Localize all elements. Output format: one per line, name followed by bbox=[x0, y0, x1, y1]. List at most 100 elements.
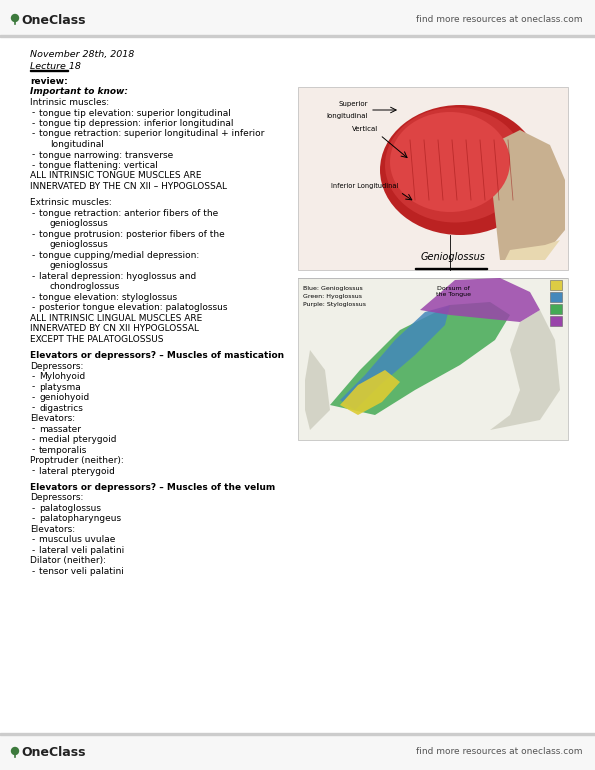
Text: Inferior Longitudinal: Inferior Longitudinal bbox=[331, 183, 398, 189]
Text: Elevators or depressors? – Muscles of the velum: Elevators or depressors? – Muscles of th… bbox=[30, 483, 275, 492]
Circle shape bbox=[11, 748, 18, 755]
Bar bbox=[0, 735, 595, 770]
Polygon shape bbox=[305, 350, 330, 430]
Text: Elevators:: Elevators: bbox=[30, 525, 75, 534]
Text: -: - bbox=[32, 446, 35, 454]
Text: -: - bbox=[32, 393, 35, 402]
Circle shape bbox=[11, 15, 18, 22]
Text: -: - bbox=[32, 372, 35, 381]
Text: Depressors:: Depressors: bbox=[30, 362, 83, 370]
Text: Superior: Superior bbox=[339, 101, 368, 107]
Text: tongue protrusion: posterior fibers of the: tongue protrusion: posterior fibers of t… bbox=[39, 229, 225, 239]
Text: longitudinal: longitudinal bbox=[50, 140, 104, 149]
Bar bbox=[298, 87, 568, 270]
Text: musculus uvulae: musculus uvulae bbox=[39, 535, 115, 544]
Polygon shape bbox=[505, 240, 560, 260]
Text: tongue retraction: superior longitudinal + inferior: tongue retraction: superior longitudinal… bbox=[39, 129, 264, 139]
Text: -: - bbox=[32, 424, 35, 434]
Text: -: - bbox=[32, 229, 35, 239]
Text: find more resources at oneclass.com: find more resources at oneclass.com bbox=[416, 15, 583, 24]
Ellipse shape bbox=[390, 112, 510, 212]
Text: -: - bbox=[32, 251, 35, 259]
Text: -: - bbox=[32, 272, 35, 281]
Text: Proptruder (neither):: Proptruder (neither): bbox=[30, 456, 124, 465]
Text: -: - bbox=[32, 109, 35, 118]
Text: tongue retraction: anterior fibers of the: tongue retraction: anterior fibers of th… bbox=[39, 209, 218, 218]
Text: lateral depression: hyoglossus and: lateral depression: hyoglossus and bbox=[39, 272, 196, 281]
Text: -: - bbox=[32, 567, 35, 576]
Text: lateral pterygoid: lateral pterygoid bbox=[39, 467, 115, 476]
Text: temporalis: temporalis bbox=[39, 446, 87, 454]
Text: Elevators:: Elevators: bbox=[30, 414, 75, 423]
Text: tongue flattening: vertical: tongue flattening: vertical bbox=[39, 161, 158, 170]
Polygon shape bbox=[490, 130, 565, 260]
Text: platysma: platysma bbox=[39, 383, 81, 392]
Bar bbox=[550, 280, 562, 290]
Bar bbox=[550, 304, 562, 314]
Text: medial pterygoid: medial pterygoid bbox=[39, 435, 117, 444]
Text: genioglossus: genioglossus bbox=[50, 219, 109, 228]
Text: Extrinsic muscles:: Extrinsic muscles: bbox=[30, 198, 112, 207]
Text: -: - bbox=[32, 129, 35, 139]
Text: tongue tip depression: inferior longitudinal: tongue tip depression: inferior longitud… bbox=[39, 119, 233, 128]
Text: Green: Hyoglossus: Green: Hyoglossus bbox=[303, 294, 362, 299]
Ellipse shape bbox=[380, 105, 540, 235]
Text: ALL INTRINSIC LINGUAL MUSCLES ARE: ALL INTRINSIC LINGUAL MUSCLES ARE bbox=[30, 314, 202, 323]
Text: find more resources at oneclass.com: find more resources at oneclass.com bbox=[416, 748, 583, 756]
Text: tongue tip elevation: superior longitudinal: tongue tip elevation: superior longitudi… bbox=[39, 109, 231, 118]
Text: Dilator (neither):: Dilator (neither): bbox=[30, 556, 106, 565]
Text: palatopharyngeus: palatopharyngeus bbox=[39, 514, 121, 524]
Text: geniohyoid: geniohyoid bbox=[39, 393, 89, 402]
Bar bbox=[0, 0, 595, 35]
Text: Important to know:: Important to know: bbox=[30, 88, 128, 96]
Text: -: - bbox=[32, 293, 35, 302]
Bar bbox=[298, 278, 568, 279]
Text: Vertical: Vertical bbox=[352, 126, 378, 132]
Text: -: - bbox=[32, 383, 35, 392]
Text: November 28th, 2018: November 28th, 2018 bbox=[30, 50, 134, 59]
Ellipse shape bbox=[385, 108, 525, 223]
Polygon shape bbox=[340, 305, 450, 410]
Text: -: - bbox=[32, 119, 35, 128]
Text: -: - bbox=[32, 504, 35, 513]
Text: Mylohyoid: Mylohyoid bbox=[39, 372, 85, 381]
Text: digastrics: digastrics bbox=[39, 403, 83, 413]
Text: -: - bbox=[32, 514, 35, 524]
Text: posterior tongue elevation: palatoglossus: posterior tongue elevation: palatoglossu… bbox=[39, 303, 227, 313]
Text: OneClass: OneClass bbox=[21, 746, 86, 759]
Text: -: - bbox=[32, 161, 35, 170]
Polygon shape bbox=[330, 302, 510, 415]
Bar bbox=[298, 278, 568, 440]
Text: chondroglossus: chondroglossus bbox=[50, 283, 120, 291]
Bar bbox=[550, 292, 562, 302]
Text: -: - bbox=[32, 403, 35, 413]
Text: -: - bbox=[32, 535, 35, 544]
Text: Lecture 18: Lecture 18 bbox=[30, 62, 81, 71]
Polygon shape bbox=[420, 278, 540, 322]
Text: -: - bbox=[32, 150, 35, 159]
Text: lateral veli palatini: lateral veli palatini bbox=[39, 546, 124, 555]
Text: tongue narrowing: transverse: tongue narrowing: transverse bbox=[39, 150, 173, 159]
Text: tongue elevation: styloglossus: tongue elevation: styloglossus bbox=[39, 293, 177, 302]
Text: OneClass: OneClass bbox=[21, 14, 86, 26]
Text: -: - bbox=[32, 303, 35, 313]
Text: Elevators or depressors? – Muscles of mastication: Elevators or depressors? – Muscles of ma… bbox=[30, 351, 284, 360]
Text: INNERVATED BY CN XII HYPOGLOSSAL: INNERVATED BY CN XII HYPOGLOSSAL bbox=[30, 324, 199, 333]
Text: massater: massater bbox=[39, 424, 81, 434]
Text: tongue cupping/medial depression:: tongue cupping/medial depression: bbox=[39, 251, 199, 259]
Text: Purple: Styloglossus: Purple: Styloglossus bbox=[303, 302, 366, 307]
Text: Dorsum of
the Tongue: Dorsum of the Tongue bbox=[436, 286, 471, 296]
Text: genioglossus: genioglossus bbox=[50, 240, 109, 249]
Text: genioglossus: genioglossus bbox=[50, 261, 109, 270]
Text: INNERVATED BY THE CN XII – HYPOGLOSSAL: INNERVATED BY THE CN XII – HYPOGLOSSAL bbox=[30, 182, 227, 191]
Text: Genioglossus: Genioglossus bbox=[421, 252, 486, 262]
Text: -: - bbox=[32, 435, 35, 444]
Text: Intrinsic muscles:: Intrinsic muscles: bbox=[30, 98, 109, 107]
Bar bbox=[0, 35, 595, 37]
Text: longitudinal: longitudinal bbox=[327, 113, 368, 119]
Text: EXCEPT THE PALATOGLOSSUS: EXCEPT THE PALATOGLOSSUS bbox=[30, 335, 164, 343]
Text: -: - bbox=[32, 546, 35, 555]
Text: Depressors:: Depressors: bbox=[30, 494, 83, 502]
Text: tensor veli palatini: tensor veli palatini bbox=[39, 567, 124, 576]
Bar bbox=[0, 733, 595, 735]
